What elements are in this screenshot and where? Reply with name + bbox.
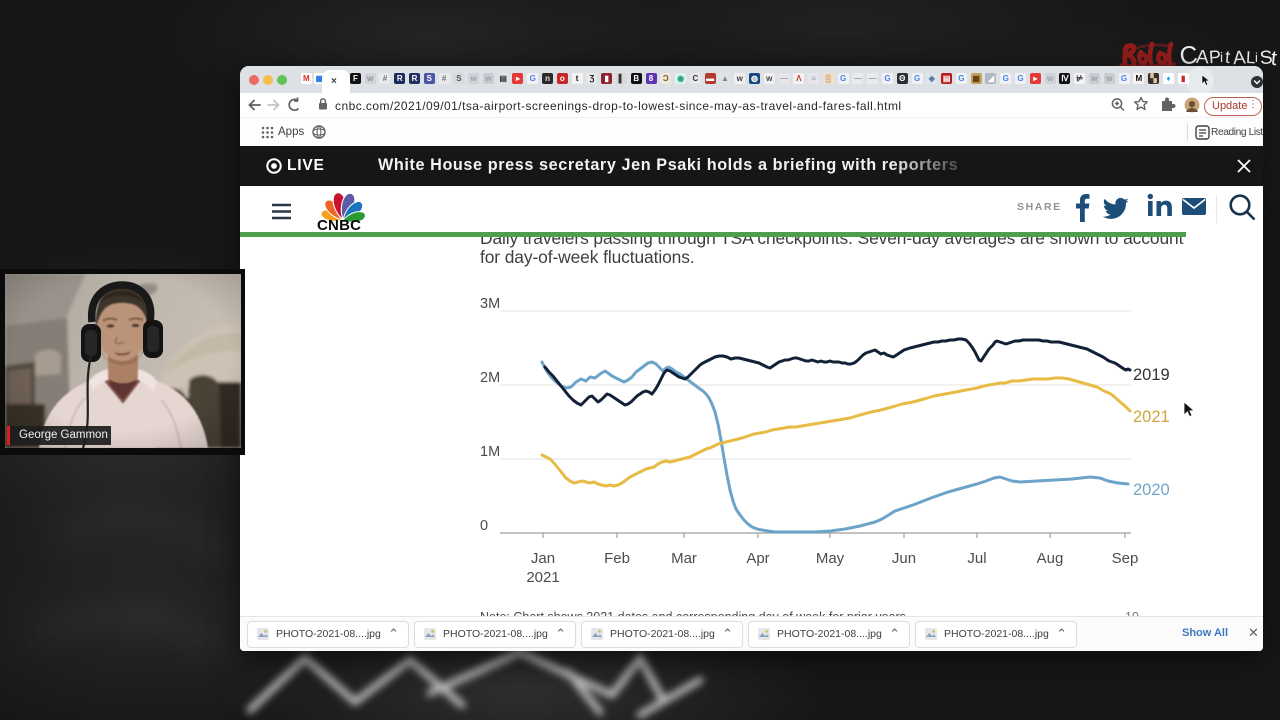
- svg-text:L: L: [1246, 48, 1256, 67]
- svg-text:2021: 2021: [526, 569, 559, 586]
- svg-text:CNBC: CNBC: [317, 217, 361, 233]
- svg-text:t: t: [1270, 47, 1278, 71]
- svg-text:Jun: Jun: [892, 550, 916, 567]
- svg-text:Feb: Feb: [604, 550, 630, 567]
- svg-text:2020: 2020: [1133, 481, 1170, 499]
- svg-text:Mar: Mar: [671, 550, 697, 567]
- svg-text:Jul: Jul: [967, 550, 986, 567]
- svg-text:2M: 2M: [480, 370, 500, 386]
- svg-text:0: 0: [480, 518, 488, 534]
- svg-text:i: i: [1220, 49, 1223, 65]
- svg-text:i: i: [1255, 50, 1258, 65]
- svg-text:May: May: [816, 550, 845, 567]
- svg-text:S: S: [1259, 47, 1274, 69]
- svg-text:Jan: Jan: [531, 550, 555, 567]
- svg-text:A: A: [1232, 47, 1246, 69]
- svg-text:Aug: Aug: [1037, 550, 1064, 567]
- svg-text:Sep: Sep: [1112, 550, 1139, 567]
- svg-text:P: P: [1208, 47, 1221, 68]
- svg-text:A: A: [1195, 47, 1209, 69]
- svg-text:1M: 1M: [480, 444, 500, 460]
- svg-text:2021: 2021: [1133, 408, 1170, 426]
- svg-text:C: C: [1178, 41, 1198, 70]
- svg-text:Apr: Apr: [746, 550, 769, 567]
- svg-text:t: t: [1224, 47, 1231, 67]
- svg-text:3M: 3M: [480, 296, 500, 312]
- svg-text:2019: 2019: [1133, 366, 1170, 384]
